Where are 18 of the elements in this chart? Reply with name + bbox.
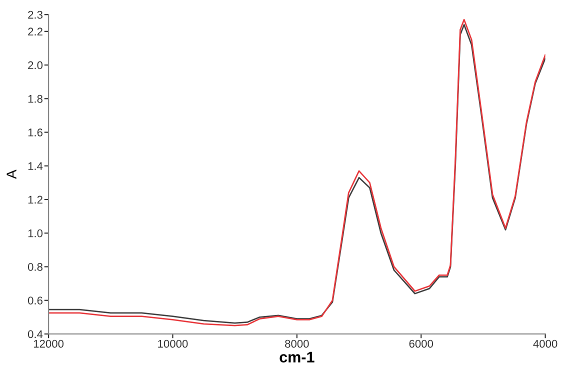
y-tick-label: 0.4 [28, 330, 43, 338]
x-axis-title: cm-1 [280, 352, 314, 362]
y-tick-label: 0.8 [28, 263, 42, 271]
x-tick-label: 4000 [533, 340, 558, 348]
y-tick-label: 1.4 [28, 162, 43, 170]
x-tick-label: 10000 [158, 340, 188, 348]
x-tick-label: 12000 [34, 340, 64, 348]
x-tick-label: 6000 [409, 340, 434, 348]
y-tick-label: 0.6 [28, 296, 42, 304]
x-tick-label: 8000 [285, 340, 309, 348]
y-tick-label: 1.8 [28, 94, 42, 103]
y-axis-title: A [6, 170, 16, 179]
y-tick-label: 1.6 [28, 128, 42, 136]
y-tick-label: 2.2 [28, 28, 42, 36]
y-tick-label: 2.3 [28, 10, 42, 19]
y-tick-label: 1.2 [28, 196, 42, 204]
y-tick-label: 2.0 [28, 61, 43, 70]
y-tick-label: 1.0 [28, 229, 43, 238]
